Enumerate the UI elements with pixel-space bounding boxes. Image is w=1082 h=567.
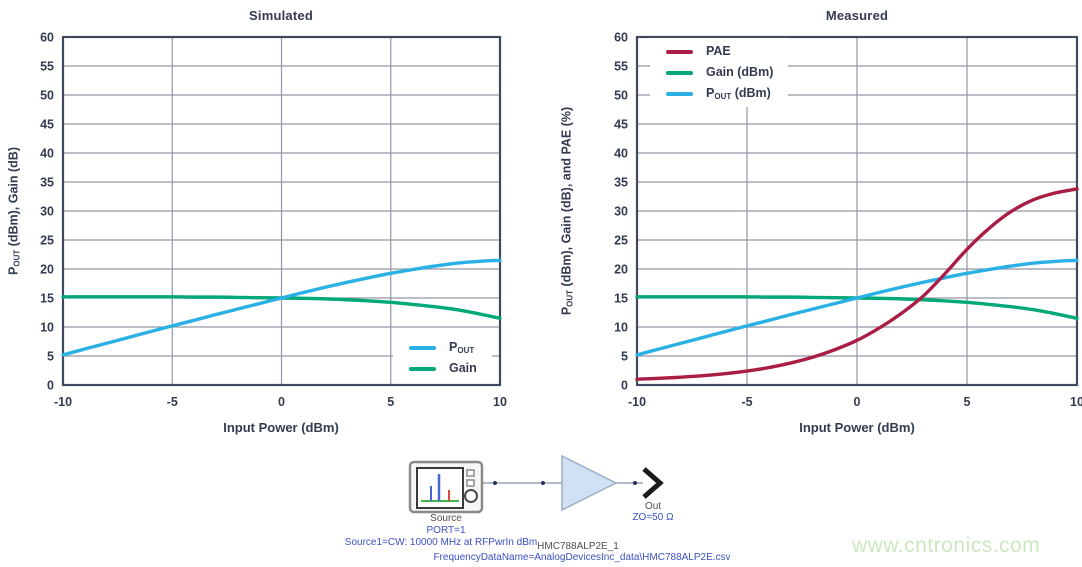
output-arrow-icon: [642, 467, 664, 499]
legend-label-gain: Gain: [449, 361, 477, 376]
legend-swatch-gain: [666, 70, 693, 75]
plot-frame: [635, 35, 1079, 387]
x-tick-label: 10: [1070, 395, 1082, 409]
legend-swatch-pae: [666, 49, 693, 54]
y-tick-label: 15: [40, 292, 54, 306]
x-tick-label: -10: [628, 395, 646, 409]
plot-area: 0 5 10 15 20 25 30 35 40 45 50 55 60 -10 -5 0 5 10: [614, 31, 1082, 410]
source-instrument-icon: [408, 460, 484, 514]
x-tick-label: -10: [54, 395, 72, 409]
series-line-pae: [635, 187, 1079, 381]
x-tick-label: 0: [278, 395, 285, 409]
plot-frame: [61, 35, 502, 387]
legend-label-pout: POUT (dBm): [706, 85, 771, 101]
y-tick-label: 45: [614, 118, 628, 132]
series-line-pout: [635, 258, 1079, 357]
out-label: Out: [644, 501, 662, 512]
y-tick-label: 10: [40, 321, 54, 335]
y-tick-label: 30: [614, 205, 628, 219]
connection-node: [493, 481, 497, 485]
legend-item-pout: POUT (dBm): [666, 83, 773, 104]
y-tick-label: 55: [614, 60, 628, 74]
legend-swatch-pout: [666, 91, 693, 96]
y-tick-label: 35: [614, 176, 628, 190]
x-tick-label: 0: [854, 395, 861, 409]
legend-item-gain: Gain (dBm): [666, 62, 773, 83]
y-tick-label: 40: [40, 147, 54, 161]
x-tick-label: 5: [964, 395, 971, 409]
y-tick-label: 25: [40, 234, 54, 248]
y-tick-label: 60: [614, 31, 628, 45]
legend-item-gain: Gain: [409, 358, 477, 379]
y-tick-label: 50: [40, 89, 54, 103]
x-tick-label: -5: [741, 395, 752, 409]
y-tick-label: 15: [614, 292, 628, 306]
connection-node: [633, 481, 637, 485]
y-tick-label: 60: [40, 31, 54, 45]
y-tick-label: 30: [40, 205, 54, 219]
schematic-drawing: [408, 454, 664, 514]
legend-item-pae: PAE: [666, 41, 773, 62]
measured-chart-panel: Measured POUT (dBm), Gain (dB), and PAE …: [540, 0, 1082, 447]
legend-swatch-gain: [409, 366, 436, 371]
y-tick-label: 50: [614, 89, 628, 103]
connection-node: [541, 481, 545, 485]
y-tick-label: 25: [614, 234, 628, 248]
legend-swatch-pout: [409, 345, 436, 350]
legend-label-gain: Gain (dBm): [706, 65, 774, 80]
amplifier-icon: [561, 454, 618, 512]
plot-area: 0 5 10 15 20 25 30 35 40 45 50 55 60 -10 -5 0 5 10: [40, 31, 507, 410]
y-tick-label: 0: [47, 379, 54, 393]
simulated-chart-panel: Simulated POUT (dBm), Gain (dB) 0 5 10 15 20…: [0, 0, 540, 447]
legend-item-pout: POUT: [409, 337, 477, 358]
x-tick-label: 5: [387, 395, 394, 409]
y-tick-label: 10: [614, 321, 628, 335]
y-tick-label: 5: [47, 350, 54, 364]
y-tick-label: 40: [614, 147, 628, 161]
impedance-label: ZO=50 Ω: [632, 512, 674, 523]
source-label: Source: [430, 513, 462, 524]
y-tick-label: 5: [621, 350, 628, 364]
source-params-label: Source1=CW: 10000 MHz at RFPwrIn dBm: [344, 537, 538, 548]
data-file-label: FrequencyDataName=AnalogDevicesInc_data\…: [433, 552, 731, 563]
port-label: PORT=1: [426, 525, 466, 536]
x-axis-label: Input Power (dBm): [223, 420, 339, 435]
legend-label-pae: PAE: [706, 44, 731, 59]
watermark: www.cntronics.com: [852, 534, 1041, 557]
circuit-schematic: Source PORT=1 Source1=CW: 10000 MHz at R…: [330, 450, 782, 567]
y-tick-label: 35: [40, 176, 54, 190]
y-tick-label: 55: [40, 60, 54, 74]
y-tick-label: 0: [621, 379, 628, 393]
component-name-label: HMC788ALP2E_1: [537, 541, 619, 552]
y-tick-label: 45: [40, 118, 54, 132]
legend: POUT Gain: [393, 334, 492, 382]
x-tick-label: 10: [493, 395, 507, 409]
x-tick-label: -5: [167, 395, 178, 409]
legend-label-pout: POUT: [449, 339, 475, 355]
y-tick-label: 20: [614, 263, 628, 277]
y-tick-label: 20: [40, 263, 54, 277]
legend: PAE Gain (dBm) POUT (dBm): [650, 38, 789, 107]
series-line-pout: [61, 258, 502, 357]
x-axis-label: Input Power (dBm): [799, 420, 915, 435]
chart-title: Measured: [825, 8, 889, 23]
chart-title: Simulated: [249, 8, 313, 23]
